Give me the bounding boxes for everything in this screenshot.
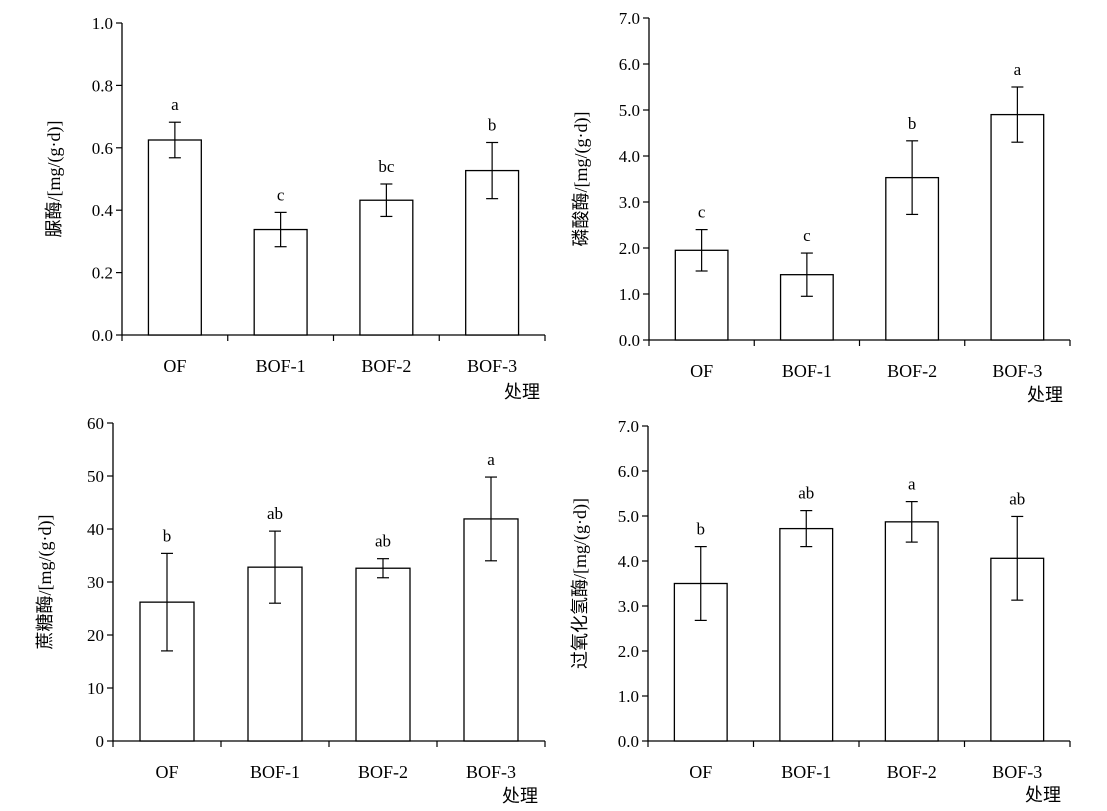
x-category-label: BOF-3 <box>467 356 517 376</box>
chart-panel-4: 0.0 1.0 2.0 3.0 4.0 5.0 6.0 7.0 b OF ab BOF-1 a BOF-2… <box>570 417 1071 805</box>
bar <box>884 521 939 742</box>
y-tick-label: 0.4 <box>92 201 114 220</box>
y-tick-label: 4.0 <box>618 552 639 571</box>
x-category-label: BOF-3 <box>992 762 1042 782</box>
y-tick-label: 0 <box>96 732 105 751</box>
y-tick-label: 1.0 <box>618 687 639 706</box>
significance-label: b <box>488 115 497 134</box>
x-category-label: BOF-1 <box>781 762 831 782</box>
x-category-label: BOF-1 <box>250 762 300 782</box>
significance-label: ab <box>798 484 814 503</box>
bar <box>359 199 414 336</box>
y-tick-label: 5.0 <box>619 101 640 120</box>
x-category-label: BOF-3 <box>466 762 516 782</box>
significance-label: c <box>698 203 706 222</box>
x-axis-title: 处理 <box>1027 385 1063 405</box>
y-tick-label: 6.0 <box>618 462 639 481</box>
y-tick-label: 0.8 <box>92 76 113 95</box>
significance-label: a <box>908 475 916 494</box>
y-tick-label: 7.0 <box>618 417 639 436</box>
y-axis-title: 脲酶/[mg/(g·d)] <box>44 121 65 238</box>
x-category-label: BOF-1 <box>782 361 832 381</box>
y-tick-label: 40 <box>87 520 104 539</box>
x-axis-title: 处理 <box>1025 785 1061 805</box>
y-tick-label: 6.0 <box>619 55 640 74</box>
significance-label: ab <box>1009 489 1025 508</box>
y-tick-label: 7.0 <box>619 9 640 28</box>
bar <box>779 527 834 742</box>
bar <box>147 139 202 336</box>
y-tick-label: 3.0 <box>618 597 639 616</box>
x-category-label: BOF-2 <box>887 361 937 381</box>
x-category-label: OF <box>155 762 178 782</box>
x-category-label: OF <box>690 361 713 381</box>
bar <box>990 113 1045 341</box>
significance-label: ab <box>267 504 283 523</box>
y-tick-label: 10 <box>87 679 104 698</box>
y-tick-label: 0.2 <box>92 264 113 283</box>
significance-label: b <box>697 520 706 539</box>
y-tick-label: 0.0 <box>619 331 640 350</box>
significance-label: a <box>487 450 495 469</box>
y-tick-label: 30 <box>87 573 104 592</box>
x-category-label: OF <box>689 762 712 782</box>
y-tick-label: 4.0 <box>619 147 640 166</box>
x-category-label: BOF-2 <box>887 762 937 782</box>
bar <box>253 228 308 336</box>
significance-label: c <box>803 226 811 245</box>
y-axis-title: 过氧化氢酶/[mg/(g·d)] <box>570 498 591 669</box>
significance-label: a <box>171 95 179 114</box>
y-tick-label: 3.0 <box>619 193 640 212</box>
significance-label: a <box>1014 60 1022 79</box>
x-axis-title: 处理 <box>502 786 538 806</box>
x-category-label: BOF-2 <box>361 356 411 376</box>
significance-label: b <box>908 114 917 133</box>
x-category-label: OF <box>163 356 186 376</box>
y-tick-label: 20 <box>87 626 104 645</box>
y-axis-title: 磷酸酶/[mg/(g·d)] <box>571 112 592 247</box>
significance-label: bc <box>378 157 395 176</box>
y-tick-label: 0.6 <box>92 139 113 158</box>
y-tick-label: 2.0 <box>618 642 639 661</box>
x-axis-title: 处理 <box>504 382 540 402</box>
significance-label: ab <box>375 532 391 551</box>
x-category-label: BOF-2 <box>358 762 408 782</box>
y-tick-label: 1.0 <box>619 285 640 304</box>
chart-panel-1: 0.0 0.2 0.4 0.6 0.8 1.0 a OF c BOF-1 bc BOF-2 b BOF-3… <box>44 14 546 402</box>
y-tick-label: 0.0 <box>618 732 639 751</box>
x-category-label: BOF-3 <box>992 361 1042 381</box>
bar <box>355 567 411 742</box>
y-tick-label: 50 <box>87 467 104 486</box>
y-axis-title: 蔗糖酶/[mg/(g·d)] <box>35 515 56 650</box>
chart-panel-3: 0 10 20 30 40 50 60 b OF ab BOF-1 ab BOF-2 a BOF-3 蔗糖酶/… <box>35 414 546 806</box>
y-tick-label: 2.0 <box>619 239 640 258</box>
y-tick-label: 60 <box>87 414 104 433</box>
significance-label: b <box>163 526 172 545</box>
significance-label: c <box>277 185 285 204</box>
y-tick-label: 1.0 <box>92 14 113 33</box>
y-tick-label: 0.0 <box>92 326 113 345</box>
chart-panel-2: 0.0 1.0 2.0 3.0 4.0 5.0 6.0 7.0 c OF c BOF-1 b BOF-2 a… <box>571 9 1071 405</box>
y-tick-label: 5.0 <box>618 507 639 526</box>
x-category-label: BOF-1 <box>256 356 306 376</box>
